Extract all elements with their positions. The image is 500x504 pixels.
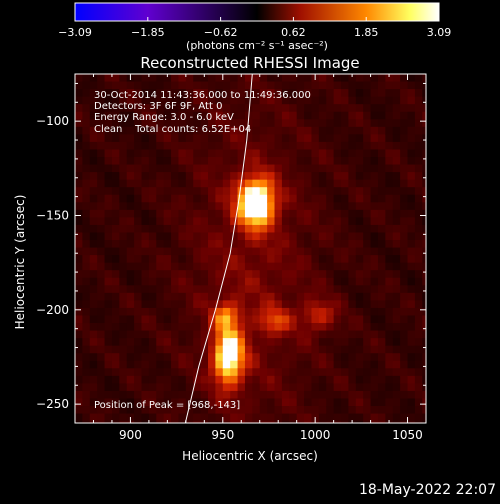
y-axis-ticks: −100 −150 −200 −250: [36, 82, 426, 424]
y-tick-label: −250: [36, 397, 69, 411]
heatmap: [75, 74, 426, 423]
x-tick-label: 1000: [300, 428, 331, 442]
y-tick-label: −150: [36, 208, 69, 222]
x-axis-label: Heliocentric X (arcsec): [182, 449, 318, 463]
plot-frame: [74, 73, 427, 424]
colorbar-gradient: [74, 2, 440, 22]
info-line-energy: Energy Range: 3.0 - 6.0 keV: [94, 112, 234, 123]
timestamp: 18-May-2022 22:07: [359, 482, 496, 498]
colorbar-ticks: −3.09 −1.85 −0.62 0.62 1.85 3.09: [58, 17, 451, 39]
info-text: 30-Oct-2014 11:43:36.000 to 11:49:36.000…: [94, 90, 311, 411]
info-line-time: 30-Oct-2014 11:43:36.000 to 11:49:36.000: [94, 90, 311, 101]
colorbar-tick-label: −0.62: [204, 26, 238, 39]
info-line-clean: Clean Total counts: 6.52E+04: [94, 124, 251, 135]
colorbar-tick-label: −1.85: [131, 26, 165, 39]
colorbar: −3.09 −1.85 −0.62 0.62 1.85 3.09 (photons cm⁻…: [58, 2, 451, 52]
info-line-detectors: Detectors: 3F 6F 9F, Att 0: [94, 101, 222, 112]
plot-area: 900 950 1000 1050 −100 −150 −200 −250: [36, 73, 427, 442]
x-tick-label: 1050: [392, 428, 423, 442]
y-tick-label: −200: [36, 303, 69, 317]
colorbar-tick-label: 0.62: [281, 26, 306, 39]
x-tick-label: 900: [119, 428, 142, 442]
chart-title: Reconstructed RHESSI Image: [140, 54, 359, 72]
colorbar-tick-label: −3.09: [58, 26, 92, 39]
x-axis-ticks: 900 950 1000 1050: [74, 74, 427, 442]
colorbar-units-label: (photons cm⁻² s⁻¹ asec⁻²): [186, 39, 328, 52]
colorbar-tick-label: 3.09: [427, 26, 452, 39]
y-axis-label: Heliocentric Y (arcsec): [13, 195, 27, 330]
peak-position-label: Position of Peak = [968,-143]: [94, 400, 240, 411]
y-tick-label: −100: [36, 114, 69, 128]
colorbar-tick-label: 1.85: [354, 26, 379, 39]
x-tick-label: 950: [211, 428, 234, 442]
solar-limb-line: [184, 74, 253, 423]
